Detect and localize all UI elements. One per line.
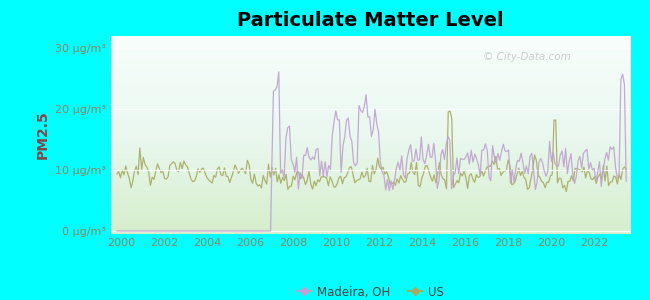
Title: Particulate Matter Level: Particulate Matter Level	[237, 11, 504, 30]
Text: © City-Data.com: © City-Data.com	[482, 52, 571, 62]
Y-axis label: PM2.5: PM2.5	[36, 111, 49, 159]
Legend: Madeira, OH, US: Madeira, OH, US	[292, 281, 448, 300]
